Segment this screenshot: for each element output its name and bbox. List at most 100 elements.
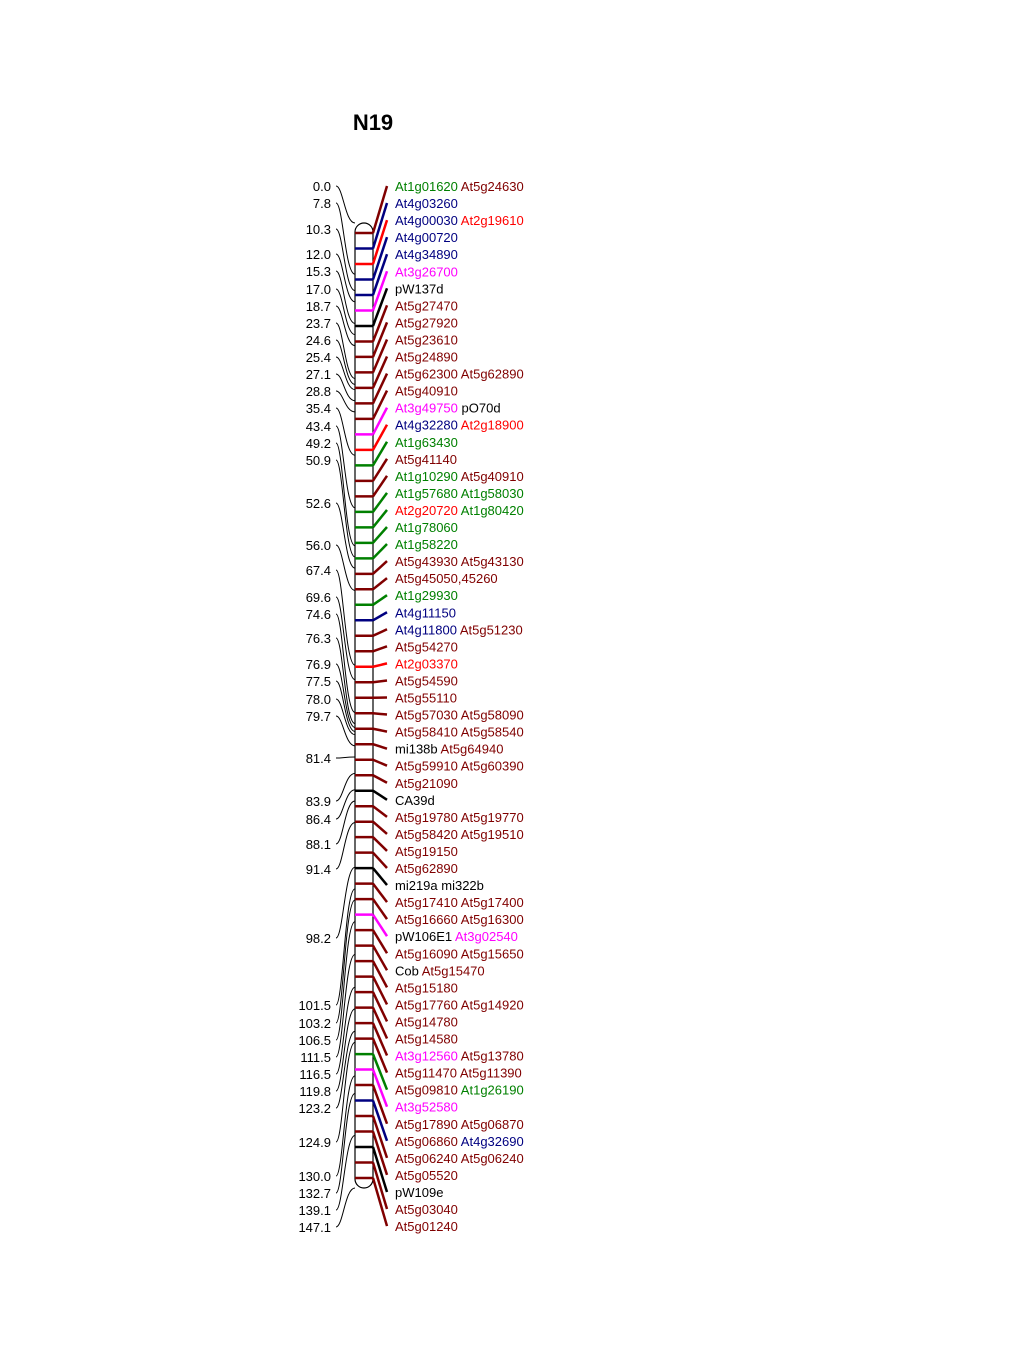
position-connector [335,1093,356,1194]
marker-row: At5g41140 [395,452,457,467]
marker-name: At4g32690 [458,1134,524,1149]
position-label: 7.8 [313,196,331,211]
marker-name: At2g03370 [395,656,458,671]
position-label: 132.7 [298,1186,331,1201]
marker-row: At1g57680 At1g58030 [395,486,524,501]
position-label: 88.1 [306,837,331,852]
marker-row: At5g03040 [395,1202,458,1217]
marker-name: At5g19510 [458,827,524,842]
map-title: N19 [353,110,393,135]
position-connector [335,202,356,275]
marker-name: At5g43130 [458,554,524,569]
position-label: 77.5 [306,674,331,689]
position-label: 76.3 [306,631,331,646]
position-connector [335,425,356,509]
position-label: 10.3 [306,222,331,237]
marker-name: At5g58420 [395,827,458,842]
position-label: 25.4 [306,350,331,365]
marker-connector [371,913,389,937]
marker-name: At5g60390 [458,759,524,774]
marker-row: At4g00030 At2g19610 [395,213,524,228]
marker-name: At5g58410 [395,725,458,740]
marker-name: At5g64940 [438,742,504,757]
marker-connector [372,526,388,544]
marker-name: At5g41140 [395,452,457,467]
marker-row: At1g63430 [395,435,458,450]
marker-connector [371,898,389,920]
position-connector [335,866,356,939]
position-connector [335,1135,356,1211]
position-labels: 0.0 7.8 10.3 12.0 15.3 17.0 18.7 23.7 24.6 25.4 27… [298,179,356,1235]
marker-connector [372,774,388,784]
marker-connector [372,594,388,606]
marker-row: At5g55110 [395,691,457,706]
marker-name: At3g49750 [395,401,458,416]
marker-name: At3g52580 [395,1100,458,1115]
position-label: 106.5 [298,1033,331,1048]
marker-name: At1g63430 [395,435,458,450]
marker-connector [372,577,388,591]
marker-name: At5g21090 [395,776,458,791]
marker-row: At5g14580 [395,1032,458,1047]
marker-row: At5g14780 [395,1014,458,1029]
position-label: 52.6 [306,496,331,511]
marker-name: At5g19770 [458,810,524,825]
marker-name: At4g11800 [395,622,457,637]
position-connector [335,680,356,732]
position-label: 23.7 [306,316,331,331]
marker-name: At5g58090 [458,708,524,723]
marker-row: At5g09810 At1g26190 [395,1083,524,1098]
position-connector [335,899,356,1024]
position-label: 139.1 [298,1203,331,1218]
marker-name: At5g58540 [458,725,524,740]
marker-row: At5g57030 At5g58090 [395,708,524,723]
marker-name: pW106E1 [395,929,452,944]
marker-name: At1g57680 [395,486,458,501]
marker-row: pW137d [395,281,443,296]
marker-name: At5g15470 [419,963,485,978]
marker-row: At5g58410 At5g58540 [395,725,524,740]
marker-row: At5g21090 [395,776,458,791]
marker-name: At1g58030 [458,486,524,501]
marker-name: At5g09810 [395,1083,458,1098]
marker-name: At1g26190 [458,1083,524,1098]
position-connector [335,305,356,347]
marker-row: At5g16090 At5g15650 [395,946,524,961]
position-label: 76.9 [306,657,331,672]
marker-row: At4g34890 [395,247,458,262]
marker-row: At5g27470 [395,298,458,313]
marker-connector [371,390,389,420]
marker-connector [371,1162,389,1210]
marker-connector [371,1084,389,1125]
marker-name: At4g00720 [395,230,458,245]
marker-name: At1g01620 [395,179,458,194]
marker-name: pW137d [395,281,443,296]
marker-row: At5g15180 [395,980,458,995]
marker-row: At5g17410 At5g17400 [395,895,524,910]
position-connector [335,637,356,725]
position-label: 101.5 [298,998,331,1013]
marker-row: Cob At5g15470 [395,963,485,978]
marker-connector [372,712,388,716]
position-connector [335,185,356,224]
position-connector [335,288,356,336]
marker-name: At5g16090 [395,946,458,961]
marker-row: At1g10290 At5g40910 [395,469,524,484]
marker-connector [371,407,389,435]
marker-name: mi219a [395,878,438,893]
position-label: 24.6 [306,333,331,348]
chromosome-outline [354,222,374,1189]
marker-name: pW109e [395,1185,443,1200]
marker-name: mi138b [395,742,438,757]
marker-connector [371,976,389,1005]
position-label: 83.9 [306,794,331,809]
marker-name: At5g16300 [458,912,524,927]
position-connector [335,502,356,569]
position-connector [335,715,356,747]
marker-connector [372,867,388,886]
position-connector [335,544,356,591]
marker-connector [371,960,389,988]
marker-name: At5g51230 [457,622,523,637]
position-connector [335,1075,356,1177]
marker-row: At5g16660 At5g16300 [395,912,524,927]
